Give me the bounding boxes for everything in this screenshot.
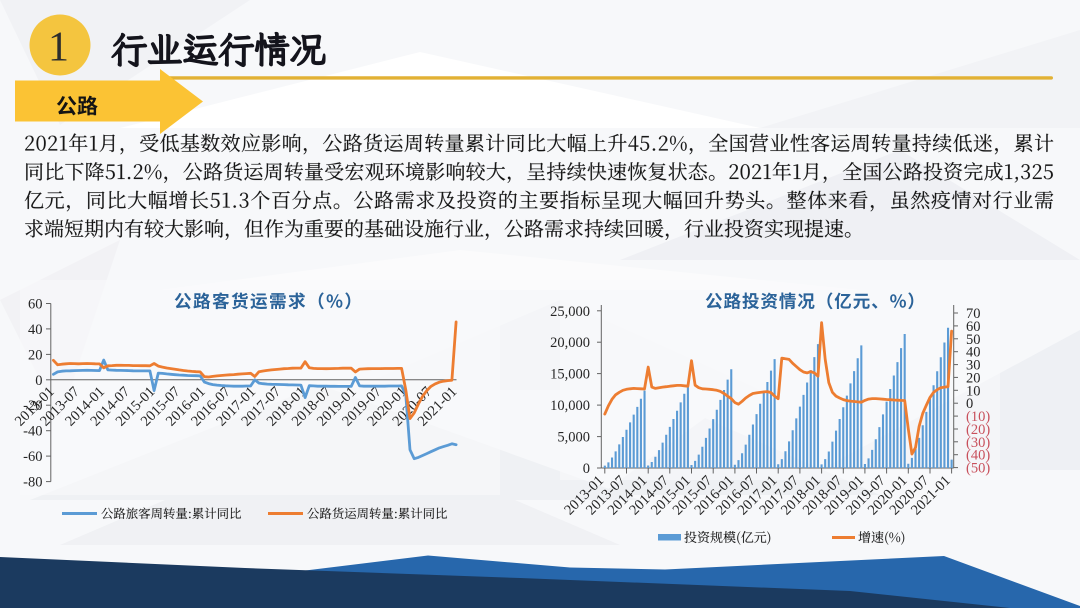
svg-text:-60: -60 <box>23 449 42 465</box>
svg-text:20,000: 20,000 <box>550 335 590 351</box>
svg-text:15,000: 15,000 <box>550 367 590 383</box>
svg-text:1: 1 <box>48 25 69 71</box>
svg-text:(10): (10) <box>966 409 990 425</box>
svg-text:(30): (30) <box>966 435 990 451</box>
svg-text:-40: -40 <box>23 424 42 440</box>
svg-text:0: 0 <box>966 396 973 412</box>
svg-text:25,000: 25,000 <box>550 304 590 320</box>
svg-text:30: 30 <box>966 358 981 374</box>
svg-text:40: 40 <box>28 322 43 338</box>
svg-text:50: 50 <box>966 332 981 348</box>
svg-text:60: 60 <box>28 297 43 313</box>
svg-text:0: 0 <box>35 373 42 389</box>
svg-text:20: 20 <box>966 370 981 386</box>
svg-text:10: 10 <box>966 383 981 399</box>
svg-text:(20): (20) <box>966 422 990 438</box>
svg-text:-80: -80 <box>23 475 42 491</box>
svg-text:60: 60 <box>966 319 981 335</box>
svg-text:70: 70 <box>966 306 981 322</box>
svg-text:20: 20 <box>28 347 43 363</box>
svg-text:0: 0 <box>583 461 590 477</box>
svg-text:(40): (40) <box>966 448 990 464</box>
svg-text:40: 40 <box>966 345 981 361</box>
svg-text:(50): (50) <box>966 461 990 477</box>
svg-text:-20: -20 <box>23 398 42 414</box>
svg-text:5,000: 5,000 <box>557 430 590 446</box>
svg-text:10,000: 10,000 <box>550 398 590 414</box>
